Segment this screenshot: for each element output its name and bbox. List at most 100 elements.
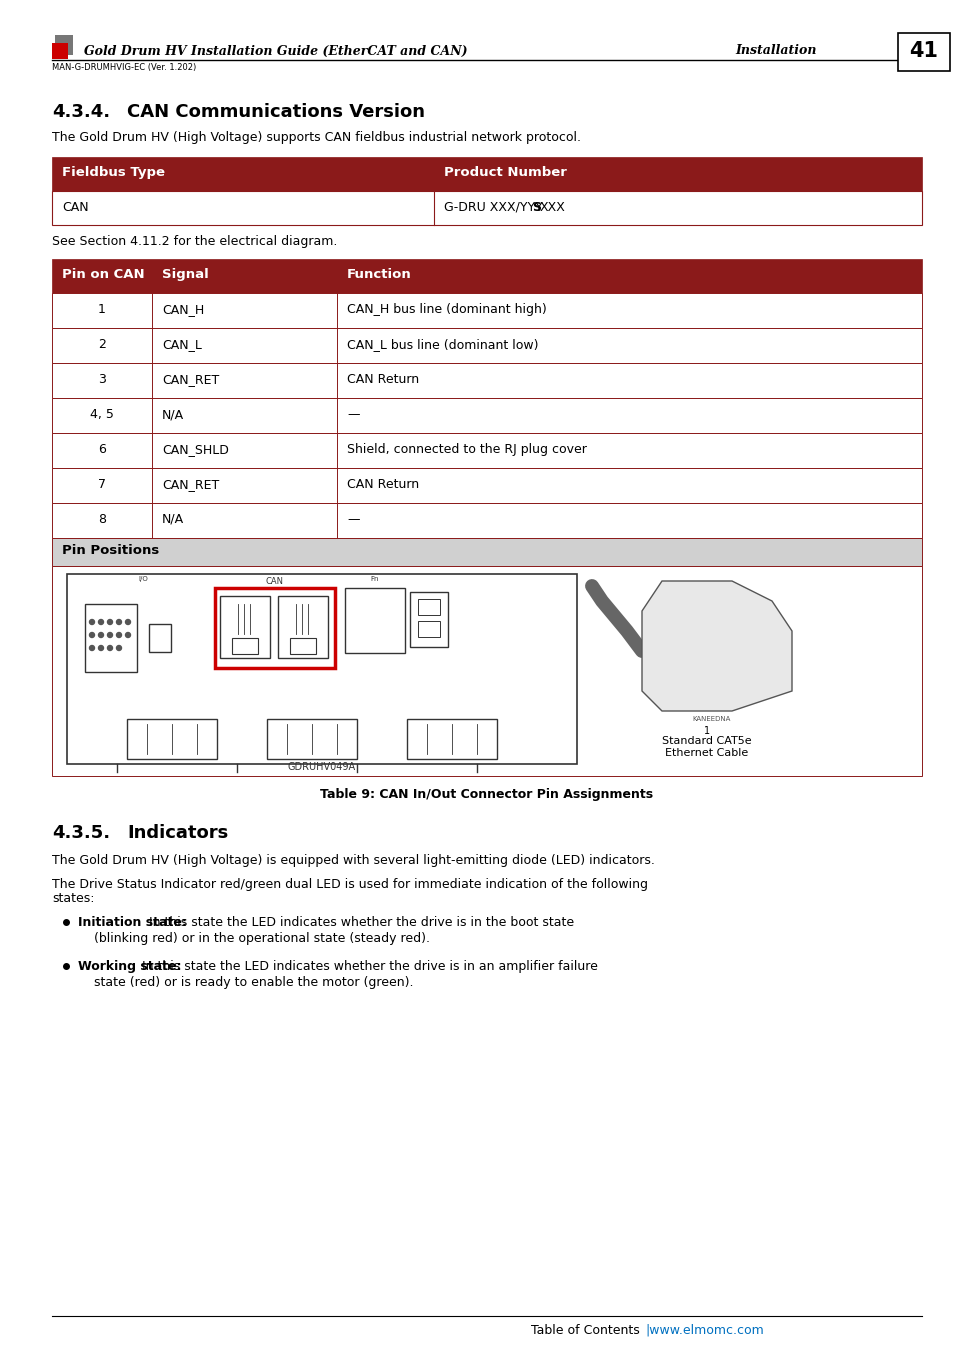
Bar [52, 433, 921, 468]
Text: Installation: Installation [734, 45, 816, 58]
Circle shape [98, 620, 103, 625]
Bar [52, 468, 921, 504]
Bar [52, 190, 921, 225]
Text: The Gold Drum HV (High Voltage) supports CAN fieldbus industrial network protoco: The Gold Drum HV (High Voltage) supports… [52, 131, 580, 144]
Text: The Gold Drum HV (High Voltage) is equipped with several light-emitting diode (L: The Gold Drum HV (High Voltage) is equip… [52, 855, 654, 867]
Bar [220, 595, 270, 657]
Bar [290, 639, 315, 653]
Text: See Section 4.11.2 for the electrical diagram.: See Section 4.11.2 for the electrical di… [52, 235, 337, 248]
Text: CAN Communications Version: CAN Communications Version [127, 103, 424, 122]
Text: In this state the LED indicates whether the drive is in an amplifier failure: In this state the LED indicates whether … [138, 960, 598, 973]
Bar [267, 720, 356, 759]
Text: Indicators: Indicators [127, 824, 228, 842]
Text: GDRUHV049A: GDRUHV049A [288, 761, 355, 772]
Text: Fieldbus Type: Fieldbus Type [62, 166, 165, 180]
Circle shape [108, 645, 112, 651]
Text: 7: 7 [98, 478, 106, 491]
Circle shape [98, 633, 103, 637]
Circle shape [116, 633, 121, 637]
Bar [52, 328, 921, 363]
Bar [277, 595, 328, 657]
Text: state (red) or is ready to enable the motor (green).: state (red) or is ready to enable the mo… [94, 976, 413, 990]
Text: Working state:: Working state: [78, 960, 181, 973]
Text: 3: 3 [98, 373, 106, 386]
Bar [52, 43, 68, 59]
Text: The Drive Status Indicator red/green dual LED is used for immediate indication o: The Drive Status Indicator red/green dua… [52, 878, 647, 891]
Text: Fn: Fn [371, 576, 379, 582]
Text: CAN Return: CAN Return [347, 478, 418, 491]
Bar [67, 574, 577, 764]
Text: CAN_RET: CAN_RET [162, 373, 219, 386]
Text: 8: 8 [98, 513, 106, 526]
Circle shape [116, 645, 121, 651]
Bar [149, 624, 171, 652]
Bar [897, 32, 949, 72]
Text: |www.elmomc.com: |www.elmomc.com [644, 1324, 763, 1336]
Text: Standard CAT5e
Ethernet Cable: Standard CAT5e Ethernet Cable [661, 736, 751, 757]
Circle shape [126, 620, 131, 625]
Text: 1: 1 [703, 726, 709, 736]
Bar [232, 639, 257, 653]
Text: 1: 1 [98, 302, 106, 316]
Bar [55, 35, 73, 55]
Circle shape [108, 633, 112, 637]
Text: 4, 5: 4, 5 [90, 408, 113, 421]
Text: Product Number: Product Number [443, 166, 566, 180]
Bar [52, 363, 921, 398]
Bar [214, 589, 335, 668]
Text: CAN_L: CAN_L [162, 338, 202, 351]
Text: G-DRU XXX/YYY: G-DRU XXX/YYY [443, 201, 542, 215]
Text: 41: 41 [908, 40, 938, 61]
Text: Shield, connected to the RJ plug cover: Shield, connected to the RJ plug cover [347, 443, 586, 456]
Text: CAN_H: CAN_H [162, 302, 204, 316]
Text: XXX: XXX [539, 201, 565, 215]
Bar [52, 398, 921, 433]
Text: 2: 2 [98, 338, 106, 351]
Text: CAN_L bus line (dominant low): CAN_L bus line (dominant low) [347, 338, 537, 351]
Text: Gold Drum HV Installation Guide (EtherCAT and CAN): Gold Drum HV Installation Guide (EtherCA… [84, 45, 467, 58]
Text: I/O: I/O [138, 576, 149, 582]
Text: CAN: CAN [266, 576, 284, 586]
Bar [417, 621, 439, 637]
Text: CAN_H bus line (dominant high): CAN_H bus line (dominant high) [347, 302, 546, 316]
Bar [127, 720, 216, 759]
Bar [52, 566, 921, 776]
Bar [52, 504, 921, 539]
Circle shape [126, 633, 131, 637]
Text: Table of Contents: Table of Contents [531, 1324, 639, 1336]
Text: CAN_SHLD: CAN_SHLD [162, 443, 229, 456]
Bar [52, 157, 921, 190]
Bar [417, 599, 439, 616]
Polygon shape [641, 580, 791, 711]
Bar [52, 293, 921, 328]
Circle shape [108, 620, 112, 625]
Bar [52, 259, 921, 293]
Text: —: — [347, 513, 359, 526]
Circle shape [90, 645, 94, 651]
Text: Table 9: CAN In/Out Connector Pin Assignments: Table 9: CAN In/Out Connector Pin Assign… [320, 788, 653, 801]
Text: MAN-G-DRUMHVIG-EC (Ver. 1.202): MAN-G-DRUMHVIG-EC (Ver. 1.202) [52, 63, 196, 72]
Circle shape [90, 633, 94, 637]
Text: KANEEDNA: KANEEDNA [692, 716, 730, 722]
Text: Signal: Signal [162, 269, 209, 281]
Circle shape [116, 620, 121, 625]
Text: N/A: N/A [162, 408, 184, 421]
Text: 6: 6 [98, 443, 106, 456]
Text: (blinking red) or in the operational state (steady red).: (blinking red) or in the operational sta… [94, 931, 430, 945]
Text: CAN Return: CAN Return [347, 373, 418, 386]
Text: Pin Positions: Pin Positions [62, 544, 159, 558]
Bar [85, 603, 137, 672]
Text: Initiation state:: Initiation state: [78, 917, 187, 929]
Text: 4.3.5.: 4.3.5. [52, 824, 110, 842]
Text: N/A: N/A [162, 513, 184, 526]
Text: S: S [532, 201, 540, 215]
Text: Function: Function [347, 269, 412, 281]
Text: In this state the LED indicates whether the drive is in the boot state: In this state the LED indicates whether … [145, 917, 574, 929]
Text: —: — [347, 408, 359, 421]
Bar [345, 589, 405, 653]
Bar [407, 720, 497, 759]
Text: Pin on CAN: Pin on CAN [62, 269, 145, 281]
Text: CAN: CAN [62, 201, 89, 215]
Circle shape [98, 645, 103, 651]
Bar [410, 593, 448, 647]
